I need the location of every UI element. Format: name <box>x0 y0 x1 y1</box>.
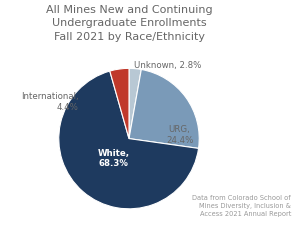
Text: Unknown, 2.8%: Unknown, 2.8% <box>134 61 201 70</box>
Wedge shape <box>59 71 199 209</box>
Text: International,
4.4%: International, 4.4% <box>21 92 78 112</box>
Text: Data from Colorado School of
Mines Diversity, Inclusion &
Access 2021 Annual Rep: Data from Colorado School of Mines Diver… <box>192 195 291 217</box>
Text: White,
68.3%: White, 68.3% <box>98 149 130 168</box>
Wedge shape <box>110 68 129 139</box>
Wedge shape <box>129 68 141 139</box>
Text: URG,
24.4%: URG, 24.4% <box>166 125 193 145</box>
Wedge shape <box>129 70 199 148</box>
Title: All Mines New and Continuing
Undergraduate Enrollments
Fall 2021 by Race/Ethnici: All Mines New and Continuing Undergradua… <box>46 5 212 42</box>
